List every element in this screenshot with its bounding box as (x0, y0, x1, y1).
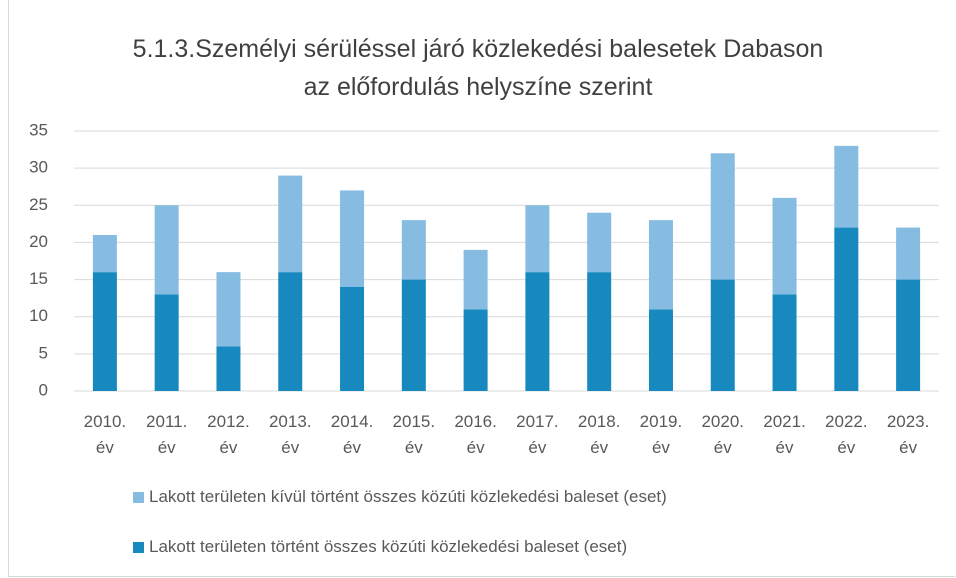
bar-segment (772, 197, 797, 295)
bar-segment (525, 272, 550, 391)
legend-item: Lakott területen történt összes közúti k… (133, 537, 627, 557)
x-tick-label: 2018. év (577, 412, 621, 457)
bar-segment (463, 309, 488, 391)
y-tick-label: 15 (29, 269, 48, 288)
bar-segment (216, 346, 241, 391)
y-tick-label: 30 (29, 158, 48, 177)
x-tick-label: 2019. év (639, 412, 683, 457)
bar-segment (463, 249, 488, 310)
bar-segment (834, 145, 859, 228)
y-tick-label: 35 (29, 120, 48, 139)
x-tick-label: 2010. év (83, 412, 127, 457)
bar-segment (896, 279, 921, 391)
legend-label: Lakott területen történt összes közúti k… (149, 537, 628, 556)
bar-segment (710, 279, 735, 391)
bar-segment (587, 212, 612, 273)
bar-segment (216, 272, 241, 347)
x-tick-label: 2021. év (763, 412, 806, 457)
bar-segment (648, 220, 673, 310)
bar-segment (525, 205, 550, 273)
bar-segment (834, 227, 859, 391)
x-tick-label: 2020. év (701, 412, 745, 457)
y-tick-label: 5 (39, 343, 48, 362)
x-tick-label: 2017. év (516, 412, 559, 457)
y-tick-label: 0 (39, 380, 48, 399)
bar-segment (587, 272, 612, 391)
x-tick-label: 2013. év (268, 412, 312, 457)
bar-segment (896, 227, 921, 280)
legend-label: Lakott területen kívül történt összes kö… (149, 487, 667, 506)
legend-swatch (133, 541, 144, 553)
bar-segment (401, 220, 426, 280)
bar-segment (710, 153, 735, 280)
y-tick-label: 25 (29, 195, 48, 214)
x-tick-label: 2014. év (330, 412, 374, 457)
x-tick-label: 2012. év (207, 412, 250, 457)
x-tick-label: 2023. év (886, 412, 930, 457)
bar-segment (772, 294, 797, 391)
bar-segment (154, 205, 179, 295)
frame (8, 0, 955, 577)
bar-segment (340, 287, 365, 391)
bar-segment (154, 294, 179, 391)
x-tick-label: 2016. év (454, 412, 497, 457)
legend-swatch (133, 491, 144, 503)
bar-segment (278, 272, 303, 391)
chart-title: 5.1.3.Személyi sérüléssel járó közlekedé… (132, 35, 824, 101)
x-tick-label: 2015. év (392, 412, 436, 457)
bar-segment (401, 279, 426, 391)
legend-item: Lakott területen kívül történt összes kö… (133, 487, 667, 507)
y-tick-label: 20 (29, 232, 48, 251)
bar-segment (340, 190, 365, 287)
x-tick-label: 2022. év (825, 412, 868, 457)
bar-segment (92, 272, 117, 391)
y-tick-label: 10 (29, 306, 48, 325)
bar-segment (648, 309, 673, 391)
bar-segment (92, 235, 117, 273)
bar-segment (278, 175, 303, 273)
x-tick-label: 2011. év (146, 412, 188, 457)
